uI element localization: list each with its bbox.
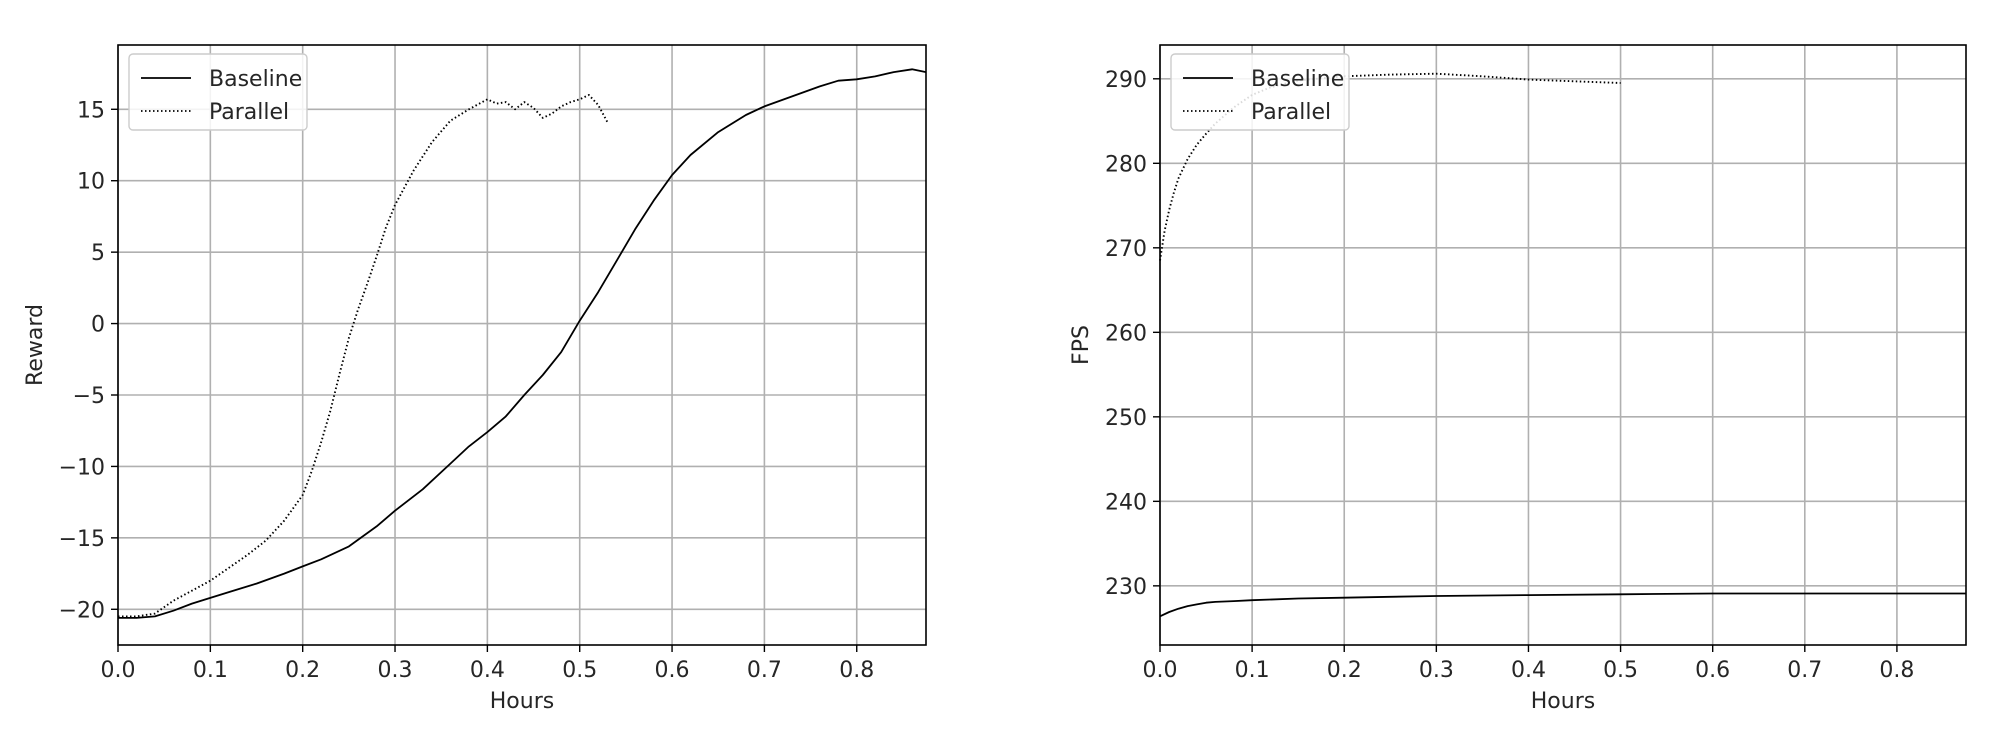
y-tick-label: −10: [59, 455, 105, 480]
x-tick-label: 0.4: [1511, 658, 1546, 683]
x-tick-label: 0.2: [1327, 658, 1362, 683]
y-axis-label: Reward: [23, 304, 48, 386]
series-line-baseline: [1160, 594, 1966, 617]
y-tick-label: 0: [91, 313, 105, 338]
y-tick-label: 15: [77, 98, 105, 123]
x-tick-label: 0.7: [747, 658, 782, 683]
series-line-baseline: [118, 69, 926, 618]
x-tick-label: 0.4: [470, 658, 505, 683]
y-tick-label: 10: [77, 170, 105, 195]
x-tick-label: 0.3: [378, 658, 413, 683]
legend-label-baseline: Baseline: [209, 67, 302, 92]
x-tick-label: 0.8: [1879, 658, 1914, 683]
x-tick-label: 0.6: [655, 658, 690, 683]
y-tick-label: 260: [1105, 321, 1147, 346]
legend: Baseline Parallel: [1171, 54, 1349, 130]
y-tick-label: 250: [1105, 406, 1147, 431]
x-tick-label: 0.0: [1143, 658, 1178, 683]
y-tick-label: 240: [1105, 490, 1147, 515]
x-tick-label: 0.3: [1419, 658, 1454, 683]
y-tick-label: 5: [91, 241, 105, 266]
fps-chart: 0.0 0.1 0.2 0.3 0.4 0.5 0.6 0.7 0.8 230 240 250 260 2…: [1069, 45, 1966, 714]
legend-label-parallel: Parallel: [1251, 100, 1331, 125]
y-tick-label: 290: [1105, 68, 1147, 93]
y-tick-label: 280: [1105, 152, 1147, 177]
y-tick-label: 270: [1105, 237, 1147, 262]
x-tick-label: 0.7: [1787, 658, 1822, 683]
y-tick-label: −20: [59, 598, 105, 623]
axes-frame: [1160, 45, 1966, 645]
x-tick-label: 0.1: [193, 658, 228, 683]
x-tick-label: 0.5: [562, 658, 597, 683]
x-axis-label: Hours: [490, 689, 554, 714]
axes-frame: [118, 45, 926, 645]
legend: Baseline Parallel: [129, 54, 307, 130]
legend-label-baseline: Baseline: [1251, 67, 1344, 92]
x-tick-label: 0.0: [101, 658, 136, 683]
x-tick-label: 0.6: [1695, 658, 1730, 683]
y-axis-label: FPS: [1069, 325, 1094, 365]
y-tick-label: −15: [59, 527, 105, 552]
x-tick-label: 0.5: [1603, 658, 1638, 683]
x-tick-label: 0.2: [285, 658, 320, 683]
reward-chart: 0.0 0.1 0.2 0.3 0.4 0.5 0.6 0.7 0.8 −20 −15 −10 −5 0 5…: [23, 45, 926, 714]
legend-label-parallel: Parallel: [209, 100, 289, 125]
x-axis-label: Hours: [1531, 689, 1595, 714]
x-tick-label: 0.1: [1235, 658, 1270, 683]
y-tick-label: 230: [1105, 575, 1147, 600]
y-tick-label: −5: [73, 384, 105, 409]
x-tick-label: 0.8: [839, 658, 874, 683]
